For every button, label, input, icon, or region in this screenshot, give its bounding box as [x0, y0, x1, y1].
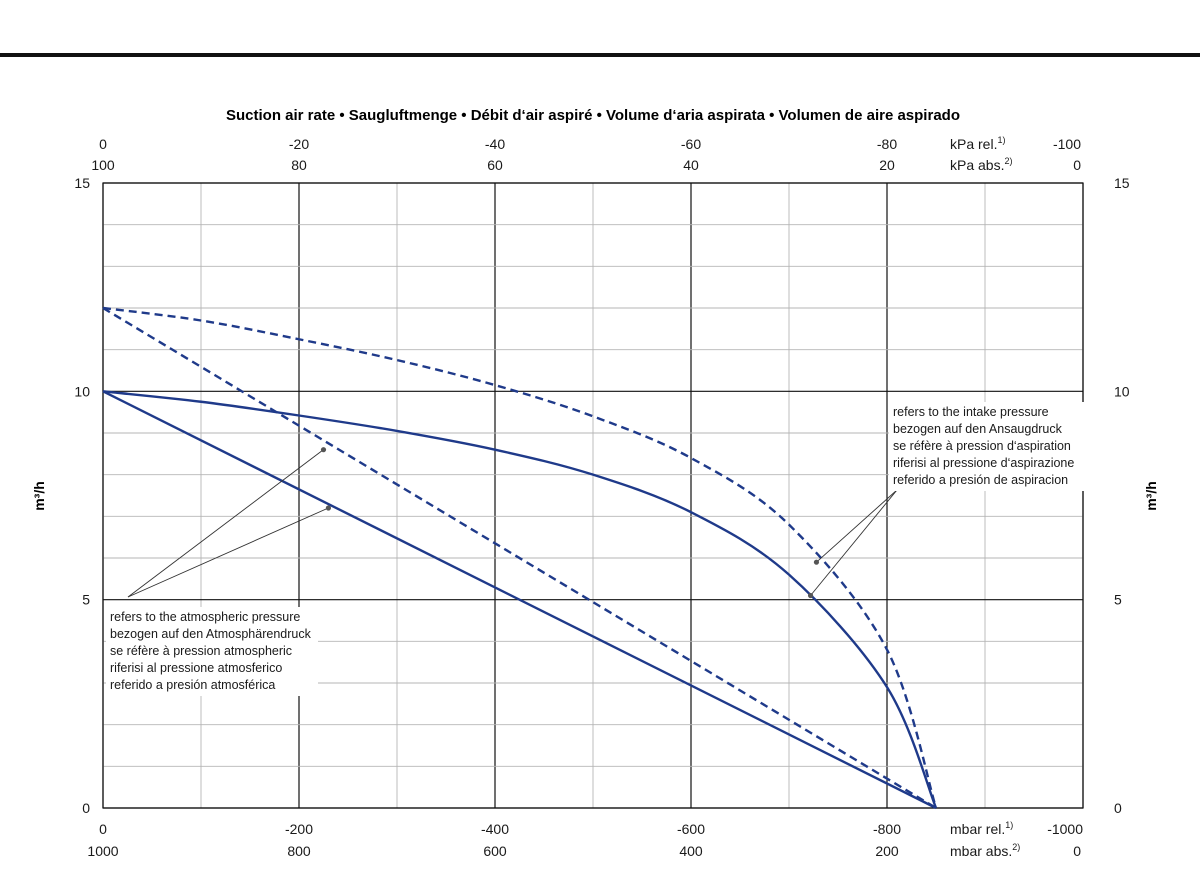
x-tick-label-top: -60 — [681, 136, 701, 152]
series-line-dashed-atmospheric — [102, 306, 937, 810]
plot-frame — [102, 182, 1084, 809]
y-tick-label-left: 0 — [82, 800, 90, 816]
axis-unit-label: kPa rel.1) — [950, 135, 1005, 152]
x-tick-label-top: 0 — [99, 136, 107, 152]
y-tick-label-right: 15 — [1114, 175, 1130, 191]
annotation-box-intake — [889, 402, 1089, 491]
x-tick-label-bottom-abs: 1000 — [87, 843, 118, 859]
axis-unit-label: kPa abs.2) — [950, 156, 1013, 173]
x-tick-label-bottom: 0 — [99, 821, 107, 837]
annotation-point-intake — [807, 592, 814, 599]
x-tick-label-bottom-abs: 0 — [1073, 843, 1081, 859]
axis-unit-label: mbar abs.2) — [950, 842, 1020, 859]
x-tick-label-bottom-abs: 200 — [875, 843, 899, 859]
y-tick-label-left: 5 — [82, 592, 90, 608]
x-tick-label-top: -80 — [877, 136, 897, 152]
annotation-text-intake: riferisi al pressione d‘aspirazione — [893, 456, 1074, 470]
x-tick-label-top: -40 — [485, 136, 505, 152]
x-tick-label-top-abs: 80 — [291, 157, 307, 173]
annotation-text-intake: se réfère à pression d‘aspiration — [893, 439, 1071, 453]
axis-unit-label: mbar rel.1) — [950, 820, 1013, 837]
x-tick-label-top-abs: 100 — [91, 157, 115, 173]
y-tick-label-right: 10 — [1114, 383, 1130, 399]
grid — [102, 182, 1084, 809]
x-tick-label-top-abs: 60 — [487, 157, 503, 173]
annotation-text-atmospheric: riferisi al pressione atmosferico — [110, 661, 282, 675]
annotation-point-atmospheric — [325, 505, 331, 511]
x-tick-label-top: -20 — [289, 136, 309, 152]
x-tick-label-top-abs: 0 — [1073, 157, 1081, 173]
y-tick-label-right: 5 — [1114, 592, 1122, 608]
leader-line-atmospheric — [127, 507, 329, 598]
x-tick-label-bottom: -200 — [285, 821, 313, 837]
series-line-solid-intake — [102, 390, 938, 809]
series-line-solid-atmospheric — [102, 390, 937, 810]
annotation-text-atmospheric: referido a presión atmosférica — [110, 678, 275, 692]
y-axis-label-right: m³/h — [1143, 481, 1159, 511]
x-tick-label-top-abs: 40 — [683, 157, 699, 173]
x-tick-label-bottom-abs: 400 — [679, 843, 703, 859]
annotation-box-atmospheric — [106, 607, 318, 696]
leader-line-intake — [810, 489, 898, 596]
annotation-text-intake: referido a presión de aspiracion — [893, 473, 1068, 487]
curves — [102, 306, 938, 810]
annotation-point-atmospheric — [320, 447, 327, 453]
annotation-text-intake: refers to the intake pressure — [893, 405, 1049, 419]
annotation-text-atmospheric: bezogen auf den Atmosphärendruck — [110, 627, 312, 641]
annotation-text-intake: bezogen auf den Ansaugdruck — [893, 422, 1063, 436]
series-line-dashed-intake — [102, 306, 938, 809]
y-axis-label-left: m³/h — [31, 481, 47, 511]
x-tick-label-bottom: -800 — [873, 821, 901, 837]
y-tick-label-right: 0 — [1114, 800, 1122, 816]
annotations: refers to the intake pressure bezogen auf… — [106, 402, 1089, 696]
header-rule — [0, 53, 1200, 57]
x-tick-label-top: -100 — [1053, 136, 1081, 152]
annotation-text-atmospheric: refers to the atmospheric pressure — [110, 610, 300, 624]
chart-title: Suction air rate • Saugluftmenge • Débit… — [226, 107, 960, 124]
x-tick-label-bottom: -1000 — [1047, 821, 1083, 837]
annotation-point-intake — [813, 559, 820, 565]
x-tick-label-top-abs: 20 — [879, 157, 895, 173]
x-tick-label-bottom: -400 — [481, 821, 509, 837]
y-tick-label-left: 15 — [74, 175, 90, 191]
x-tick-label-bottom-abs: 800 — [287, 843, 311, 859]
annotation-text-atmospheric: se réfère à pression atmospheric — [110, 644, 292, 658]
leader-line-atmospheric — [127, 449, 324, 598]
y-tick-label-left: 10 — [74, 383, 90, 399]
x-tick-label-bottom-abs: 600 — [483, 843, 507, 859]
leader-line-intake — [816, 489, 898, 563]
x-tick-label-bottom: -600 — [677, 821, 705, 837]
axes: 010000100-200800-2080-400600-4060-600400… — [74, 135, 1129, 859]
